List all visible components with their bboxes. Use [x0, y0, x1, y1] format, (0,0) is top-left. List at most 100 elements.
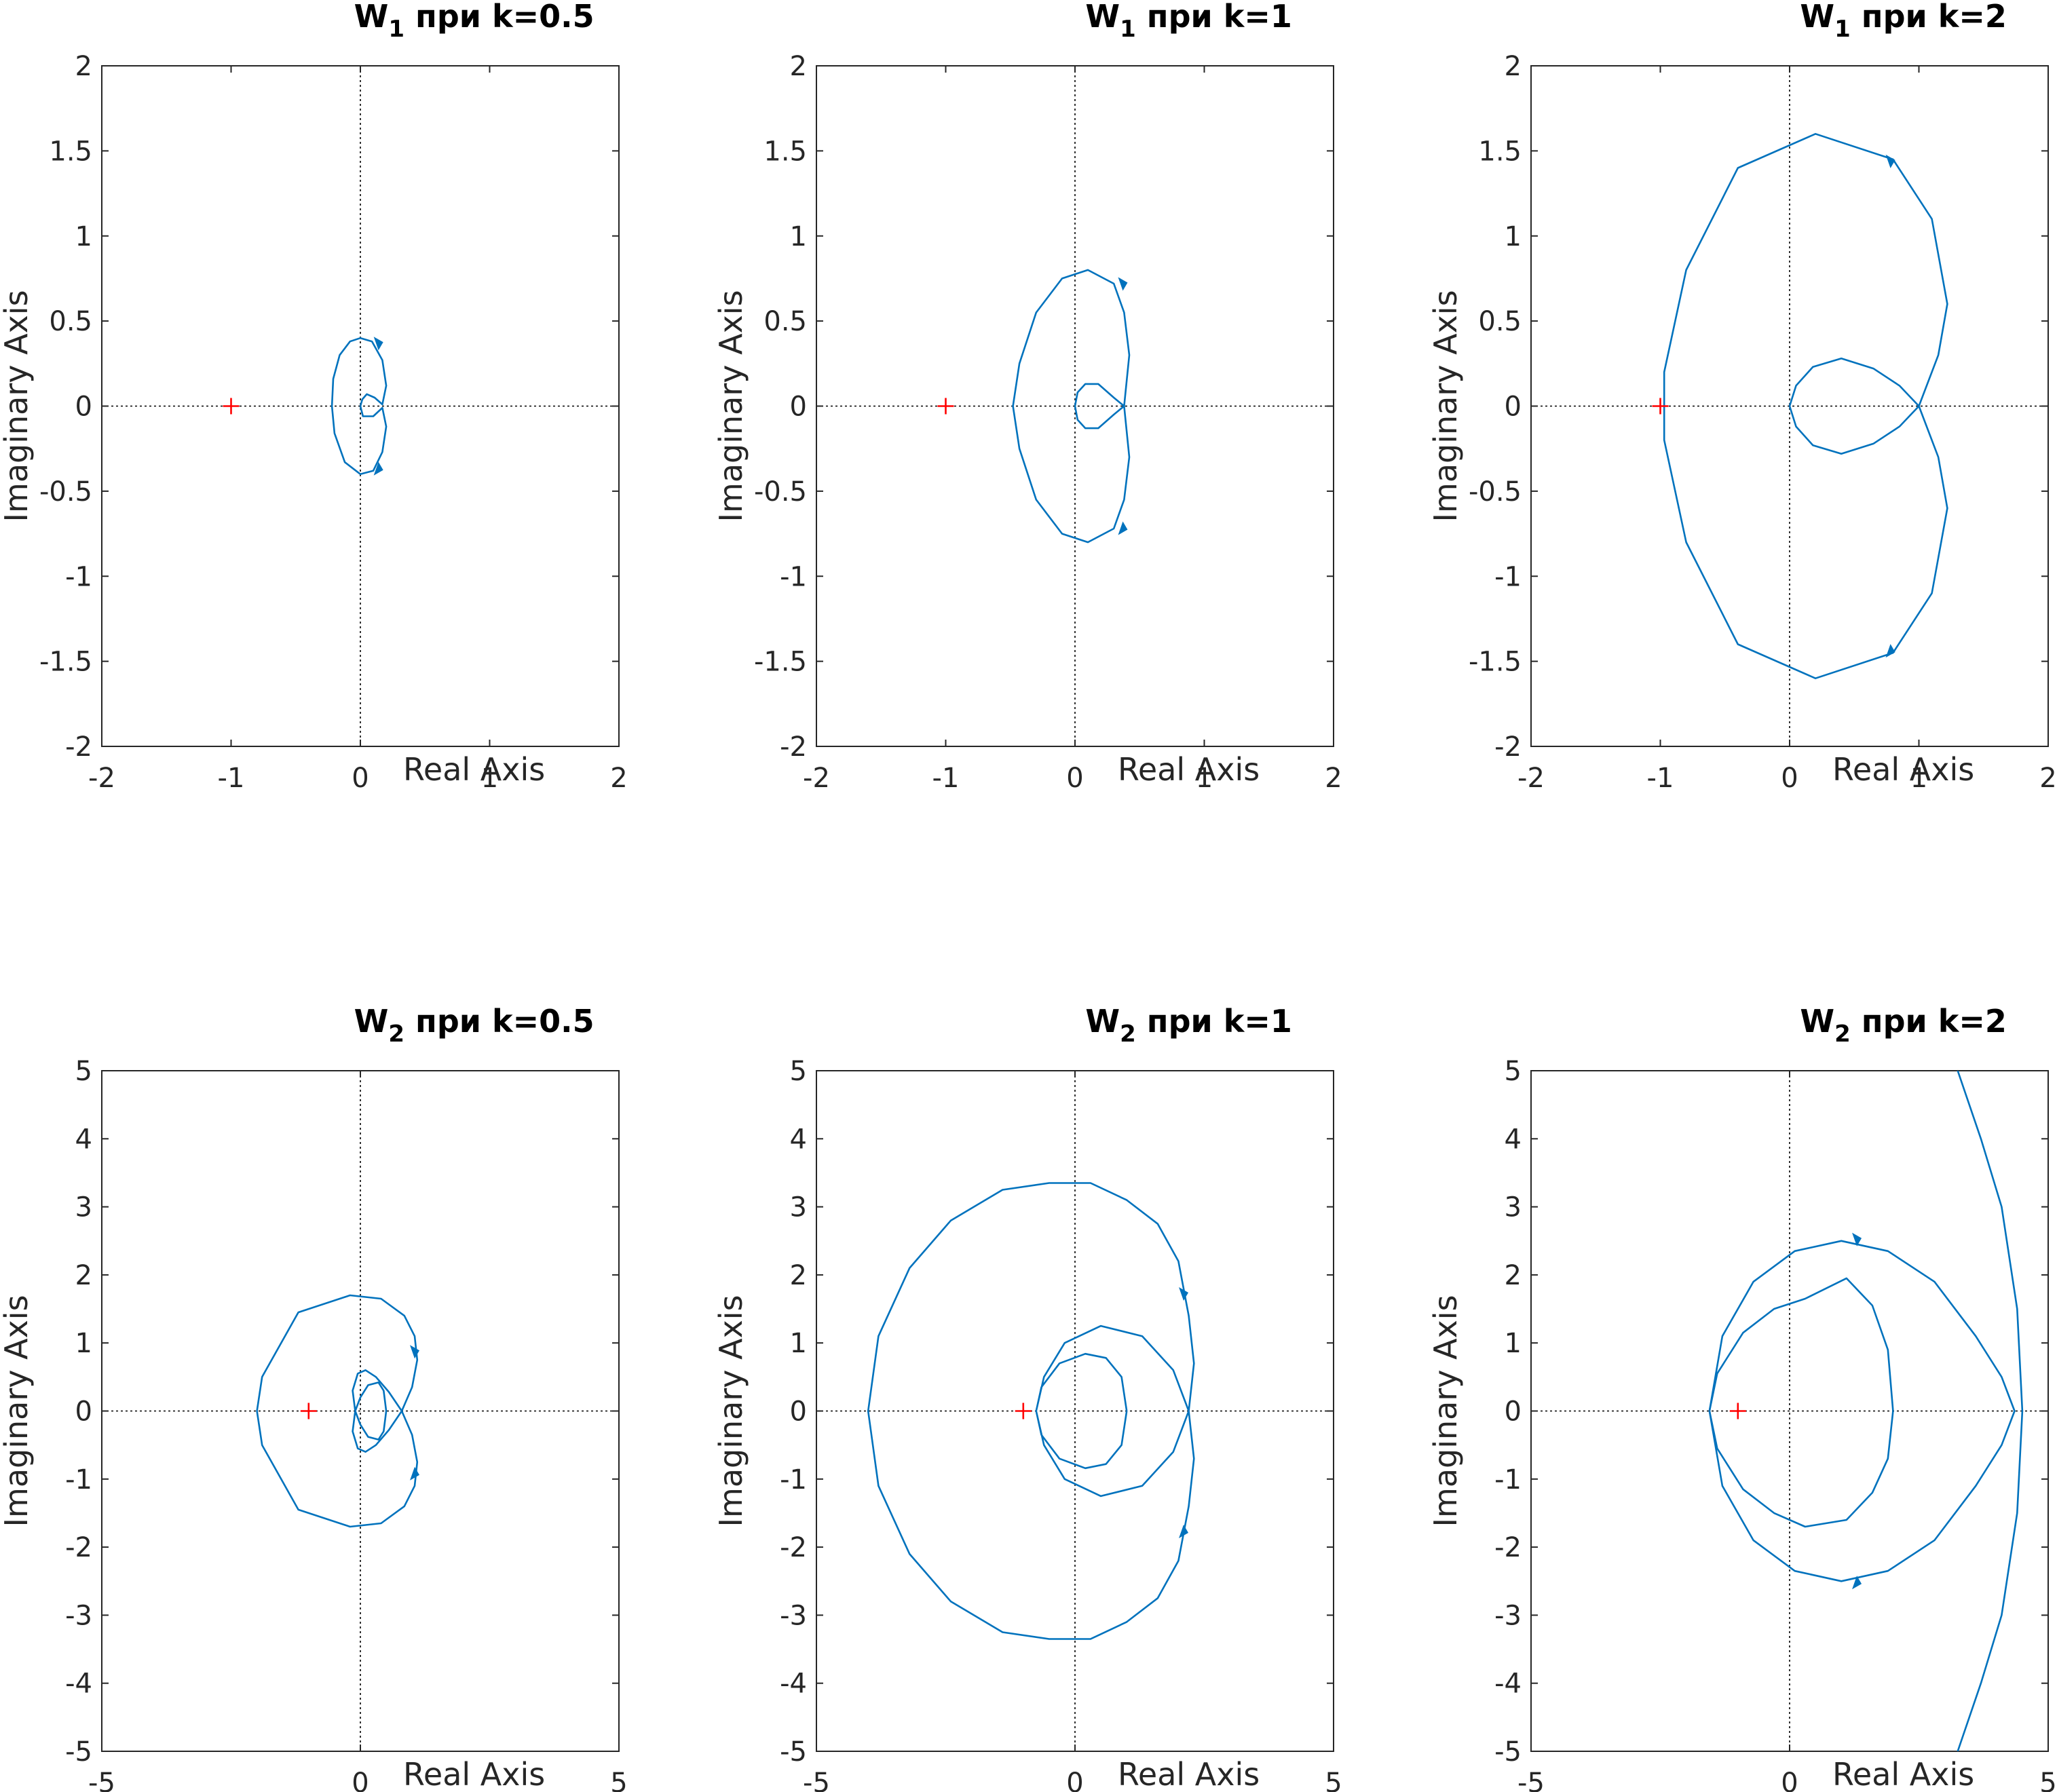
y-tick-label: -0.5 [754, 476, 807, 508]
y-tick-label: -1 [1494, 561, 1522, 592]
x-tick-label: 1 [1196, 763, 1213, 794]
y-axis-label: Imaginary Axis [713, 1295, 749, 1527]
y-tick-label: -2 [1494, 731, 1522, 763]
nyquist-curve [256, 1294, 419, 1528]
y-tick-label: 4 [75, 1124, 92, 1155]
direction-arrow [1118, 521, 1128, 535]
y-tick-label: 0 [790, 1396, 807, 1428]
direction-arrow [1852, 1576, 1862, 1590]
x-tick-label: 5 [1325, 1768, 1342, 1792]
x-tick-label: 5 [610, 1768, 627, 1792]
x-tick-label: 0 [1781, 1768, 1798, 1792]
subplot-title: W1 при k=0.5 [354, 0, 595, 43]
x-axis-label: Real Axis [1832, 1756, 1974, 1792]
y-tick-label: -1.5 [39, 647, 92, 678]
x-tick-label: 2 [610, 763, 627, 794]
y-tick-label: -2 [65, 1532, 92, 1563]
x-tick-label: 2 [2039, 763, 2056, 794]
y-tick-label: 4 [1505, 1124, 1522, 1155]
nyquist-curve [1957, 1071, 2024, 1751]
y-tick-label: 0.5 [1478, 306, 1522, 337]
y-tick-label: 1 [75, 221, 92, 252]
direction-arrow [1885, 154, 1895, 168]
x-tick-label: -1 [932, 763, 960, 794]
x-tick-label: 0 [352, 1768, 369, 1792]
x-tick-label: 5 [2039, 1768, 2056, 1792]
y-tick-label: 2 [75, 1260, 92, 1291]
y-tick-label: -1 [65, 561, 92, 592]
direction-arrow [1118, 277, 1128, 291]
nyquist-curve [867, 1182, 1195, 1640]
y-tick-label: 4 [790, 1124, 807, 1155]
y-tick-label: 1 [1505, 1328, 1522, 1359]
x-tick-label: -2 [1517, 763, 1545, 794]
x-tick-label: -1 [1647, 763, 1674, 794]
y-tick-label: -3 [65, 1600, 92, 1631]
y-tick-label: 2 [1505, 51, 1522, 82]
subplot-title: W2 при k=1 [1085, 1003, 1292, 1048]
y-tick-label: -2 [780, 731, 807, 763]
x-tick-label: -5 [803, 1768, 830, 1792]
y-axis-label: Imaginary Axis [0, 290, 35, 522]
direction-arrow [1885, 644, 1895, 658]
y-tick-label: 3 [1505, 1192, 1522, 1223]
y-tick-label: 2 [75, 51, 92, 82]
y-tick-label: 0 [1505, 1396, 1522, 1428]
x-axis-label: Real Axis [1832, 751, 1974, 788]
subplot-2: -2 -1 0 1 2 -2 -1.5 -1 -0.5 0 0.5 1 1.5 2 Real Axis Ima… [713, 0, 1342, 794]
y-tick-label: 2 [1505, 1260, 1522, 1291]
y-tick-label: -5 [65, 1736, 92, 1768]
y-tick-label: -2 [780, 1532, 807, 1563]
subplot-6: -5 0 5 -5 -4 -3 -2 -1 0 1 2 3 4 5 Real Axis Imaginary A… [1427, 1003, 2057, 1792]
y-tick-label: -4 [65, 1669, 92, 1700]
subplot-title: W2 при k=0.5 [354, 1003, 595, 1048]
x-tick-label: 1 [1910, 763, 1927, 794]
direction-arrow [410, 1466, 420, 1481]
nyquist-curve [331, 337, 388, 476]
y-tick-label: 1.5 [1478, 136, 1522, 167]
nyquist-curve [1708, 1240, 2016, 1582]
y-tick-label: 5 [790, 1056, 807, 1087]
y-tick-label: -1 [780, 561, 807, 592]
y-tick-label: -1 [1494, 1464, 1522, 1495]
subplot-title: W1 при k=2 [1800, 0, 2007, 43]
y-tick-label: 2 [790, 51, 807, 82]
y-tick-label: 2 [790, 1260, 807, 1291]
y-tick-label: -1 [780, 1464, 807, 1495]
y-tick-label: -0.5 [1469, 476, 1522, 508]
y-tick-label: 0.5 [763, 306, 807, 337]
y-tick-label: -5 [780, 1736, 807, 1768]
subplot-3: -2 -1 0 1 2 -2 -1.5 -1 -0.5 0 0.5 1 1.5 2 Real Axis Ima… [1427, 0, 2057, 794]
y-tick-label: 5 [1505, 1056, 1522, 1087]
x-axis-label: Real Axis [1118, 751, 1260, 788]
y-tick-label: 1.5 [763, 136, 807, 167]
nyquist-curve [1012, 269, 1131, 544]
y-tick-label: 3 [75, 1192, 92, 1223]
direction-arrow [1852, 1232, 1862, 1246]
x-tick-label: 0 [1066, 1768, 1083, 1792]
x-tick-label: -1 [218, 763, 245, 794]
direction-arrow [1179, 1525, 1189, 1539]
y-tick-label: 0 [75, 392, 92, 423]
y-axis-label: Imaginary Axis [1427, 290, 1464, 522]
y-axis-label: Imaginary Axis [1427, 1295, 1464, 1527]
x-axis-label: Real Axis [403, 751, 545, 788]
y-tick-label: 0.5 [49, 306, 92, 337]
subplot-title: W1 при k=1 [1085, 0, 1292, 43]
y-tick-label: 1 [75, 1328, 92, 1359]
x-axis-label: Real Axis [1118, 1756, 1260, 1792]
y-tick-label: -1.5 [754, 647, 807, 678]
y-tick-label: -2 [65, 731, 92, 763]
direction-arrow [373, 461, 383, 476]
y-tick-label: 1.5 [49, 136, 92, 167]
y-tick-label: -4 [1494, 1669, 1522, 1700]
x-tick-label: 0 [1781, 763, 1798, 794]
y-tick-label: 1 [790, 221, 807, 252]
y-tick-label: 0 [790, 392, 807, 423]
y-tick-label: 1 [1505, 221, 1522, 252]
y-tick-label: -5 [1494, 1736, 1522, 1768]
y-axis-label: Imaginary Axis [0, 1295, 35, 1527]
direction-arrow [410, 1345, 420, 1359]
x-tick-label: 2 [1325, 763, 1342, 794]
